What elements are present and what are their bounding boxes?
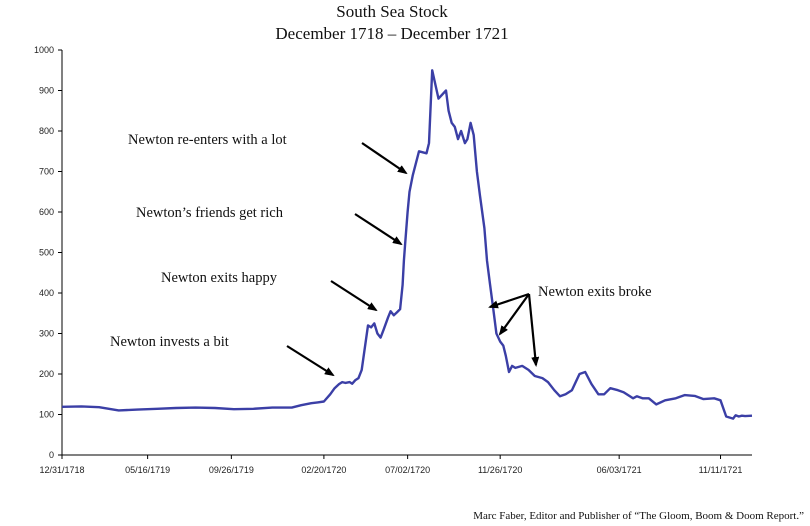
y-tick-label: 900 xyxy=(39,86,54,96)
y-axis-ticks: 0 100 200 300 400 500 600 700 800 900 1000 xyxy=(34,45,62,460)
arrow-invests-bit xyxy=(286,345,335,377)
arrow-exits-broke-2 xyxy=(498,293,530,336)
y-tick-label: 800 xyxy=(39,126,54,136)
x-tick-label: 07/02/1720 xyxy=(385,465,430,475)
y-tick-label: 600 xyxy=(39,207,54,217)
plot-axes xyxy=(61,50,752,456)
y-tick-label: 100 xyxy=(39,410,54,420)
series-line xyxy=(61,69,753,420)
annotation-exits-broke: Newton exits broke xyxy=(538,284,652,300)
y-tick-label: 1000 xyxy=(34,45,54,55)
x-tick-label: 05/16/1719 xyxy=(125,465,170,475)
y-tick-label: 500 xyxy=(39,248,54,258)
y-tick-label: 0 xyxy=(49,450,54,460)
x-tick-label: 06/03/1721 xyxy=(597,465,642,475)
x-tick-label: 12/31/1718 xyxy=(39,465,84,475)
y-tick-label: 700 xyxy=(39,167,54,177)
y-tick-label: 400 xyxy=(39,288,54,298)
x-tick-label: 02/20/1720 xyxy=(301,465,346,475)
arrow-exits-happy xyxy=(330,280,378,312)
arrow-exits-broke-3 xyxy=(527,293,540,367)
arrow-exits-broke-1 xyxy=(488,292,530,309)
x-tick-label: 11/26/1720 xyxy=(478,465,522,475)
annotation-invests-bit: Newton invests a bit xyxy=(110,334,229,350)
arrow-friends-rich xyxy=(354,213,403,246)
chart-title: South Sea Stock xyxy=(336,2,448,21)
x-axis-ticks: 12/31/1718 05/16/1719 09/26/1719 02/20/1720… xyxy=(39,455,742,475)
x-tick-label: 11/11/1721 xyxy=(699,465,743,475)
annotation-exits-happy: Newton exits happy xyxy=(161,270,278,286)
annotation-reenters: Newton re-enters with a lot xyxy=(128,132,287,148)
annotations: Newton re-enters with a lot Newton’s fri… xyxy=(110,132,652,377)
annotation-friends-rich: Newton’s friends get rich xyxy=(136,205,284,221)
x-tick-label: 09/26/1719 xyxy=(209,465,254,475)
chart-credit: Marc Faber, Editor and Publisher of “The… xyxy=(473,510,804,522)
arrow-reenters xyxy=(361,142,408,175)
y-tick-label: 200 xyxy=(39,369,54,379)
y-tick-label: 300 xyxy=(39,329,54,339)
chart-subtitle: December 1718 – December 1721 xyxy=(275,24,508,43)
